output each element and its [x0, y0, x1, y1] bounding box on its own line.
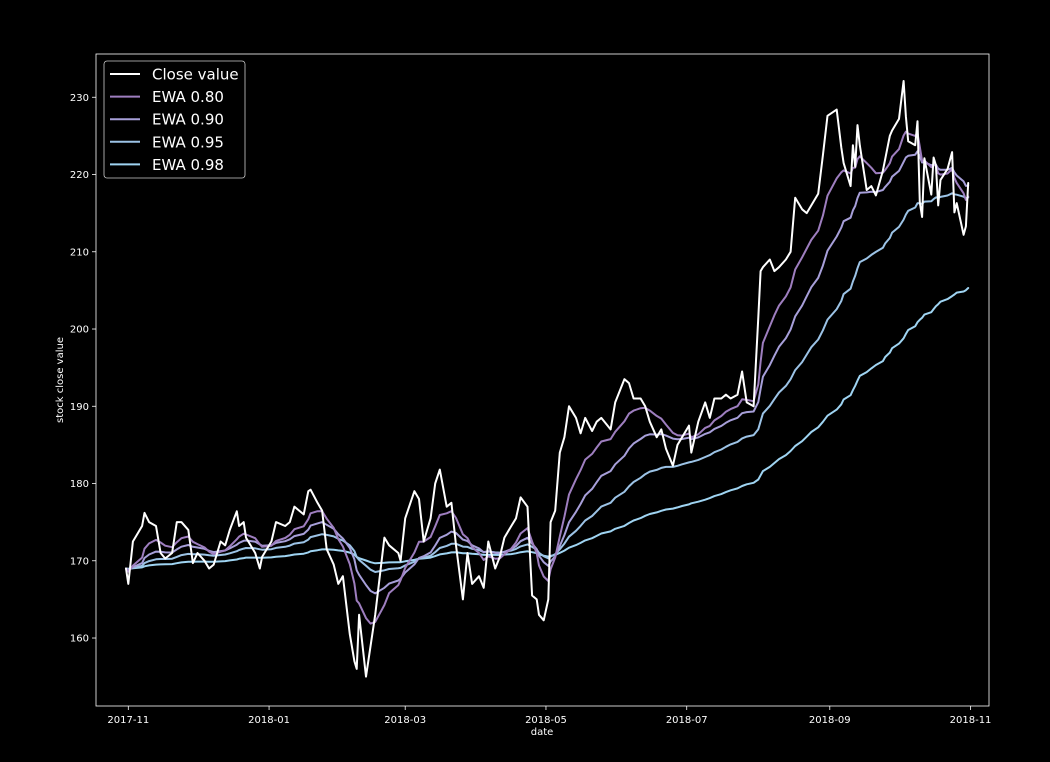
x-tick-label: 2018-09	[809, 715, 851, 726]
x-tick-label: 2018-03	[384, 715, 426, 726]
y-tick-label: 210	[70, 247, 89, 258]
legend: Close value EWA 0.80 EWA 0.90 EWA 0.95 EWA 0…	[103, 60, 246, 179]
x-axis-ticks: 2017-11 2018-01 2018-03 2018-05 2018-07 2018-…	[107, 706, 991, 726]
y-tick-label: 200	[70, 325, 89, 336]
series-line-close-value	[125, 80, 970, 678]
y-axis-ticks: 160 170 180 190 200 210 220 230	[70, 93, 96, 645]
legend-label: EWA 0.95	[152, 133, 224, 151]
y-axis-label: stock close value	[55, 337, 66, 423]
series-line-ewa-0-98	[125, 287, 970, 570]
x-tick-label: 2018-01	[248, 715, 290, 726]
y-tick-label: 190	[70, 402, 89, 413]
series-line-ewa-0-80	[125, 130, 970, 625]
y-tick-label: 170	[70, 556, 89, 567]
legend-box	[103, 60, 246, 179]
legend-label: EWA 0.98	[152, 156, 224, 174]
y-tick-label: 180	[70, 479, 89, 490]
legend-label: EWA 0.80	[152, 88, 224, 106]
legend-label: EWA 0.90	[152, 111, 224, 129]
x-axis-label: date	[531, 727, 554, 738]
x-tick-label: 2017-11	[107, 715, 149, 726]
series-line-ewa-0-95	[125, 192, 970, 573]
y-tick-label: 160	[70, 634, 89, 645]
x-tick-label: 2018-07	[666, 715, 708, 726]
legend-label: Close value	[152, 66, 239, 84]
y-tick-label: 230	[70, 93, 89, 104]
series-lines	[125, 80, 970, 678]
x-tick-label: 2018-05	[525, 715, 567, 726]
x-tick-label: 2018-11	[950, 715, 992, 726]
y-tick-label: 220	[70, 170, 89, 181]
